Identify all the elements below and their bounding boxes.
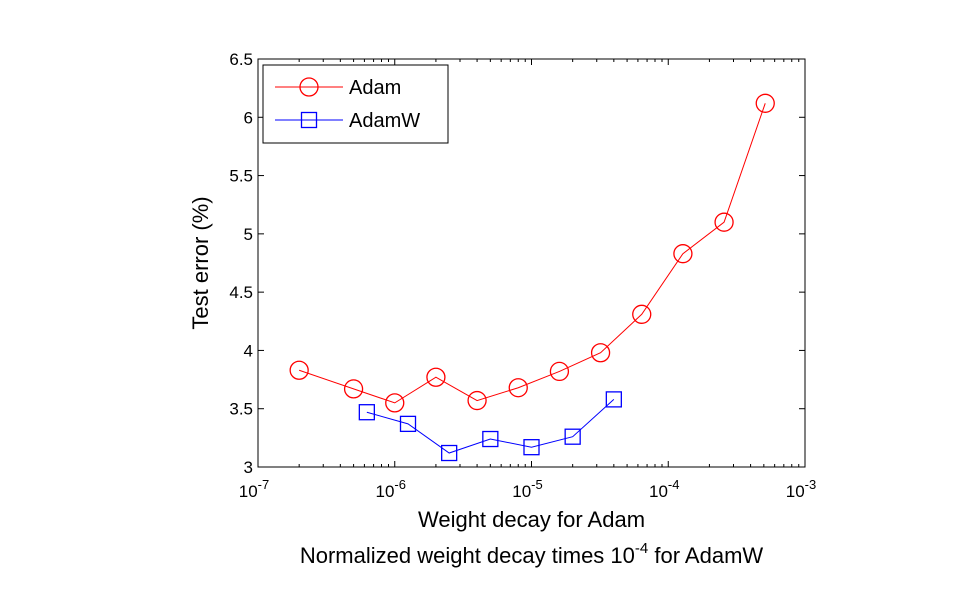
x-tick-label: 10-4 (649, 477, 679, 501)
adam-data-point (549, 361, 570, 382)
x-tick-label-exponent: -7 (258, 477, 270, 492)
x-tick-label-base: 10 (786, 482, 805, 501)
adam-data-point (755, 93, 775, 113)
x-axis-label-adam: Weight decay for Adam (418, 507, 645, 532)
y-axis-label: Test error (%) (188, 196, 213, 329)
y-tick-label: 5 (244, 225, 253, 244)
x-tick-label-base: 10 (649, 482, 668, 501)
adam-data-point (289, 360, 309, 380)
adamw-data-point (441, 444, 458, 462)
x-tick-label: 10-7 (239, 477, 269, 501)
x-axis-label-adamw-exponent: -4 (635, 540, 648, 557)
adamw-series-line (366, 399, 615, 454)
adam-data-point (385, 393, 405, 413)
x-tick-label-base: 10 (376, 482, 395, 501)
adam-data-point (632, 304, 652, 324)
series-layer (289, 93, 775, 462)
x-tick-label-exponent: -6 (394, 477, 406, 492)
adam-data-point (343, 379, 364, 399)
x-tick-label-exponent: -5 (531, 477, 543, 492)
y-tick-label: 3.5 (229, 400, 253, 419)
x-tick-label-exponent: -4 (668, 477, 680, 492)
legend-label-adam: Adam (349, 77, 401, 99)
y-tick-label: 4.5 (229, 283, 253, 302)
x-axis-label-adamw-prefix: Normalized weight decay times 10 (300, 543, 635, 568)
adam-data-point (426, 367, 446, 387)
x-axis-label-adamw: Normalized weight decay times 10-4 for A… (300, 540, 764, 568)
adam-data-point (467, 390, 487, 411)
x-tick-label: 10-3 (786, 477, 816, 501)
ticks-layer: 33.544.555.566.510-7 10-6 10-5 10-4 10-3 (229, 50, 816, 501)
legend-box (262, 64, 449, 144)
adam-data-point (714, 212, 734, 232)
y-tick-label: 4 (244, 341, 253, 360)
y-tick-label: 5.5 (229, 167, 253, 186)
legend: Adam AdamW (262, 64, 449, 144)
legend-label-adamw: AdamW (349, 110, 420, 132)
x-tick-label: 10-5 (512, 477, 542, 501)
adam-data-point (590, 343, 611, 363)
y-tick-label: 6 (244, 108, 253, 127)
legend-marker-adamw (300, 111, 318, 129)
adamw-data-point (605, 391, 622, 408)
adamw-data-point (564, 428, 581, 445)
x-tick-label-exponent: -3 (805, 477, 817, 492)
adamw-data-point (482, 430, 499, 448)
x-tick-label-base: 10 (512, 482, 531, 501)
x-tick-label-base: 10 (239, 482, 258, 501)
x-axis-label-adamw-suffix: for AdamW (648, 543, 763, 568)
adamw-data-point (358, 404, 375, 421)
adam-data-point (508, 378, 528, 398)
legend-marker-adam (299, 77, 319, 97)
y-tick-label: 6.5 (229, 50, 253, 69)
adamw-data-point (523, 439, 540, 456)
adam-data-point (673, 244, 693, 264)
x-tick-label: 10-6 (376, 477, 406, 501)
adamw-data-point (399, 415, 417, 433)
y-tick-label: 3 (244, 458, 253, 477)
